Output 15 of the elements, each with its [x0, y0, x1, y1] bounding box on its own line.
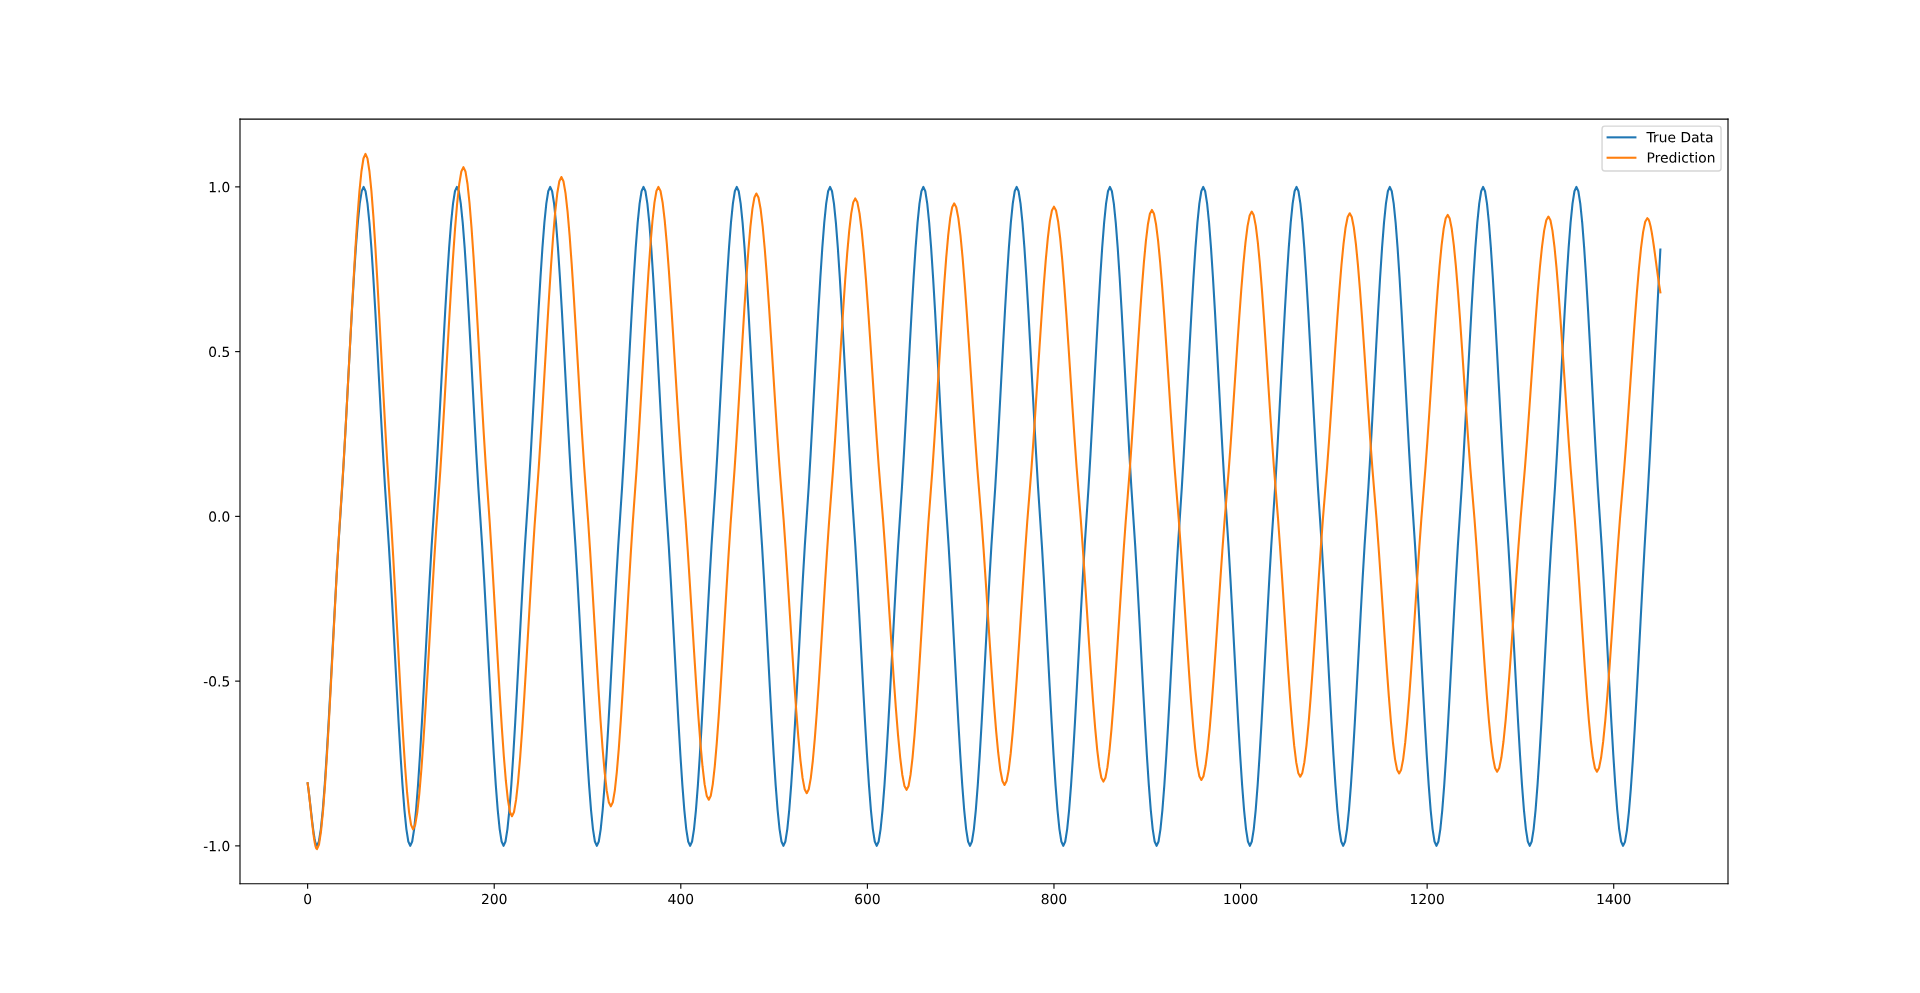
- y-tick-label: -1.0: [203, 840, 230, 852]
- x-tick-label: 1000: [1224, 893, 1258, 905]
- y-tick-label: 0.5: [209, 346, 230, 358]
- x-tick-label: 200: [481, 893, 507, 905]
- x-tick-label: 0: [304, 893, 312, 905]
- y-tick-label: 0.0: [209, 511, 230, 522]
- x-tick-label: 1200: [1410, 893, 1444, 905]
- x-tick-label: 1400: [1597, 893, 1631, 905]
- legend-label: Prediction: [1647, 152, 1715, 163]
- x-tick-label: 400: [668, 893, 694, 905]
- x-tick-label: 800: [1041, 893, 1067, 905]
- y-tick-label: -0.5: [203, 676, 230, 687]
- legend-label: True Data: [1646, 132, 1713, 143]
- y-tick-label: 1.0: [209, 181, 230, 193]
- x-tick-label: 600: [855, 893, 880, 905]
